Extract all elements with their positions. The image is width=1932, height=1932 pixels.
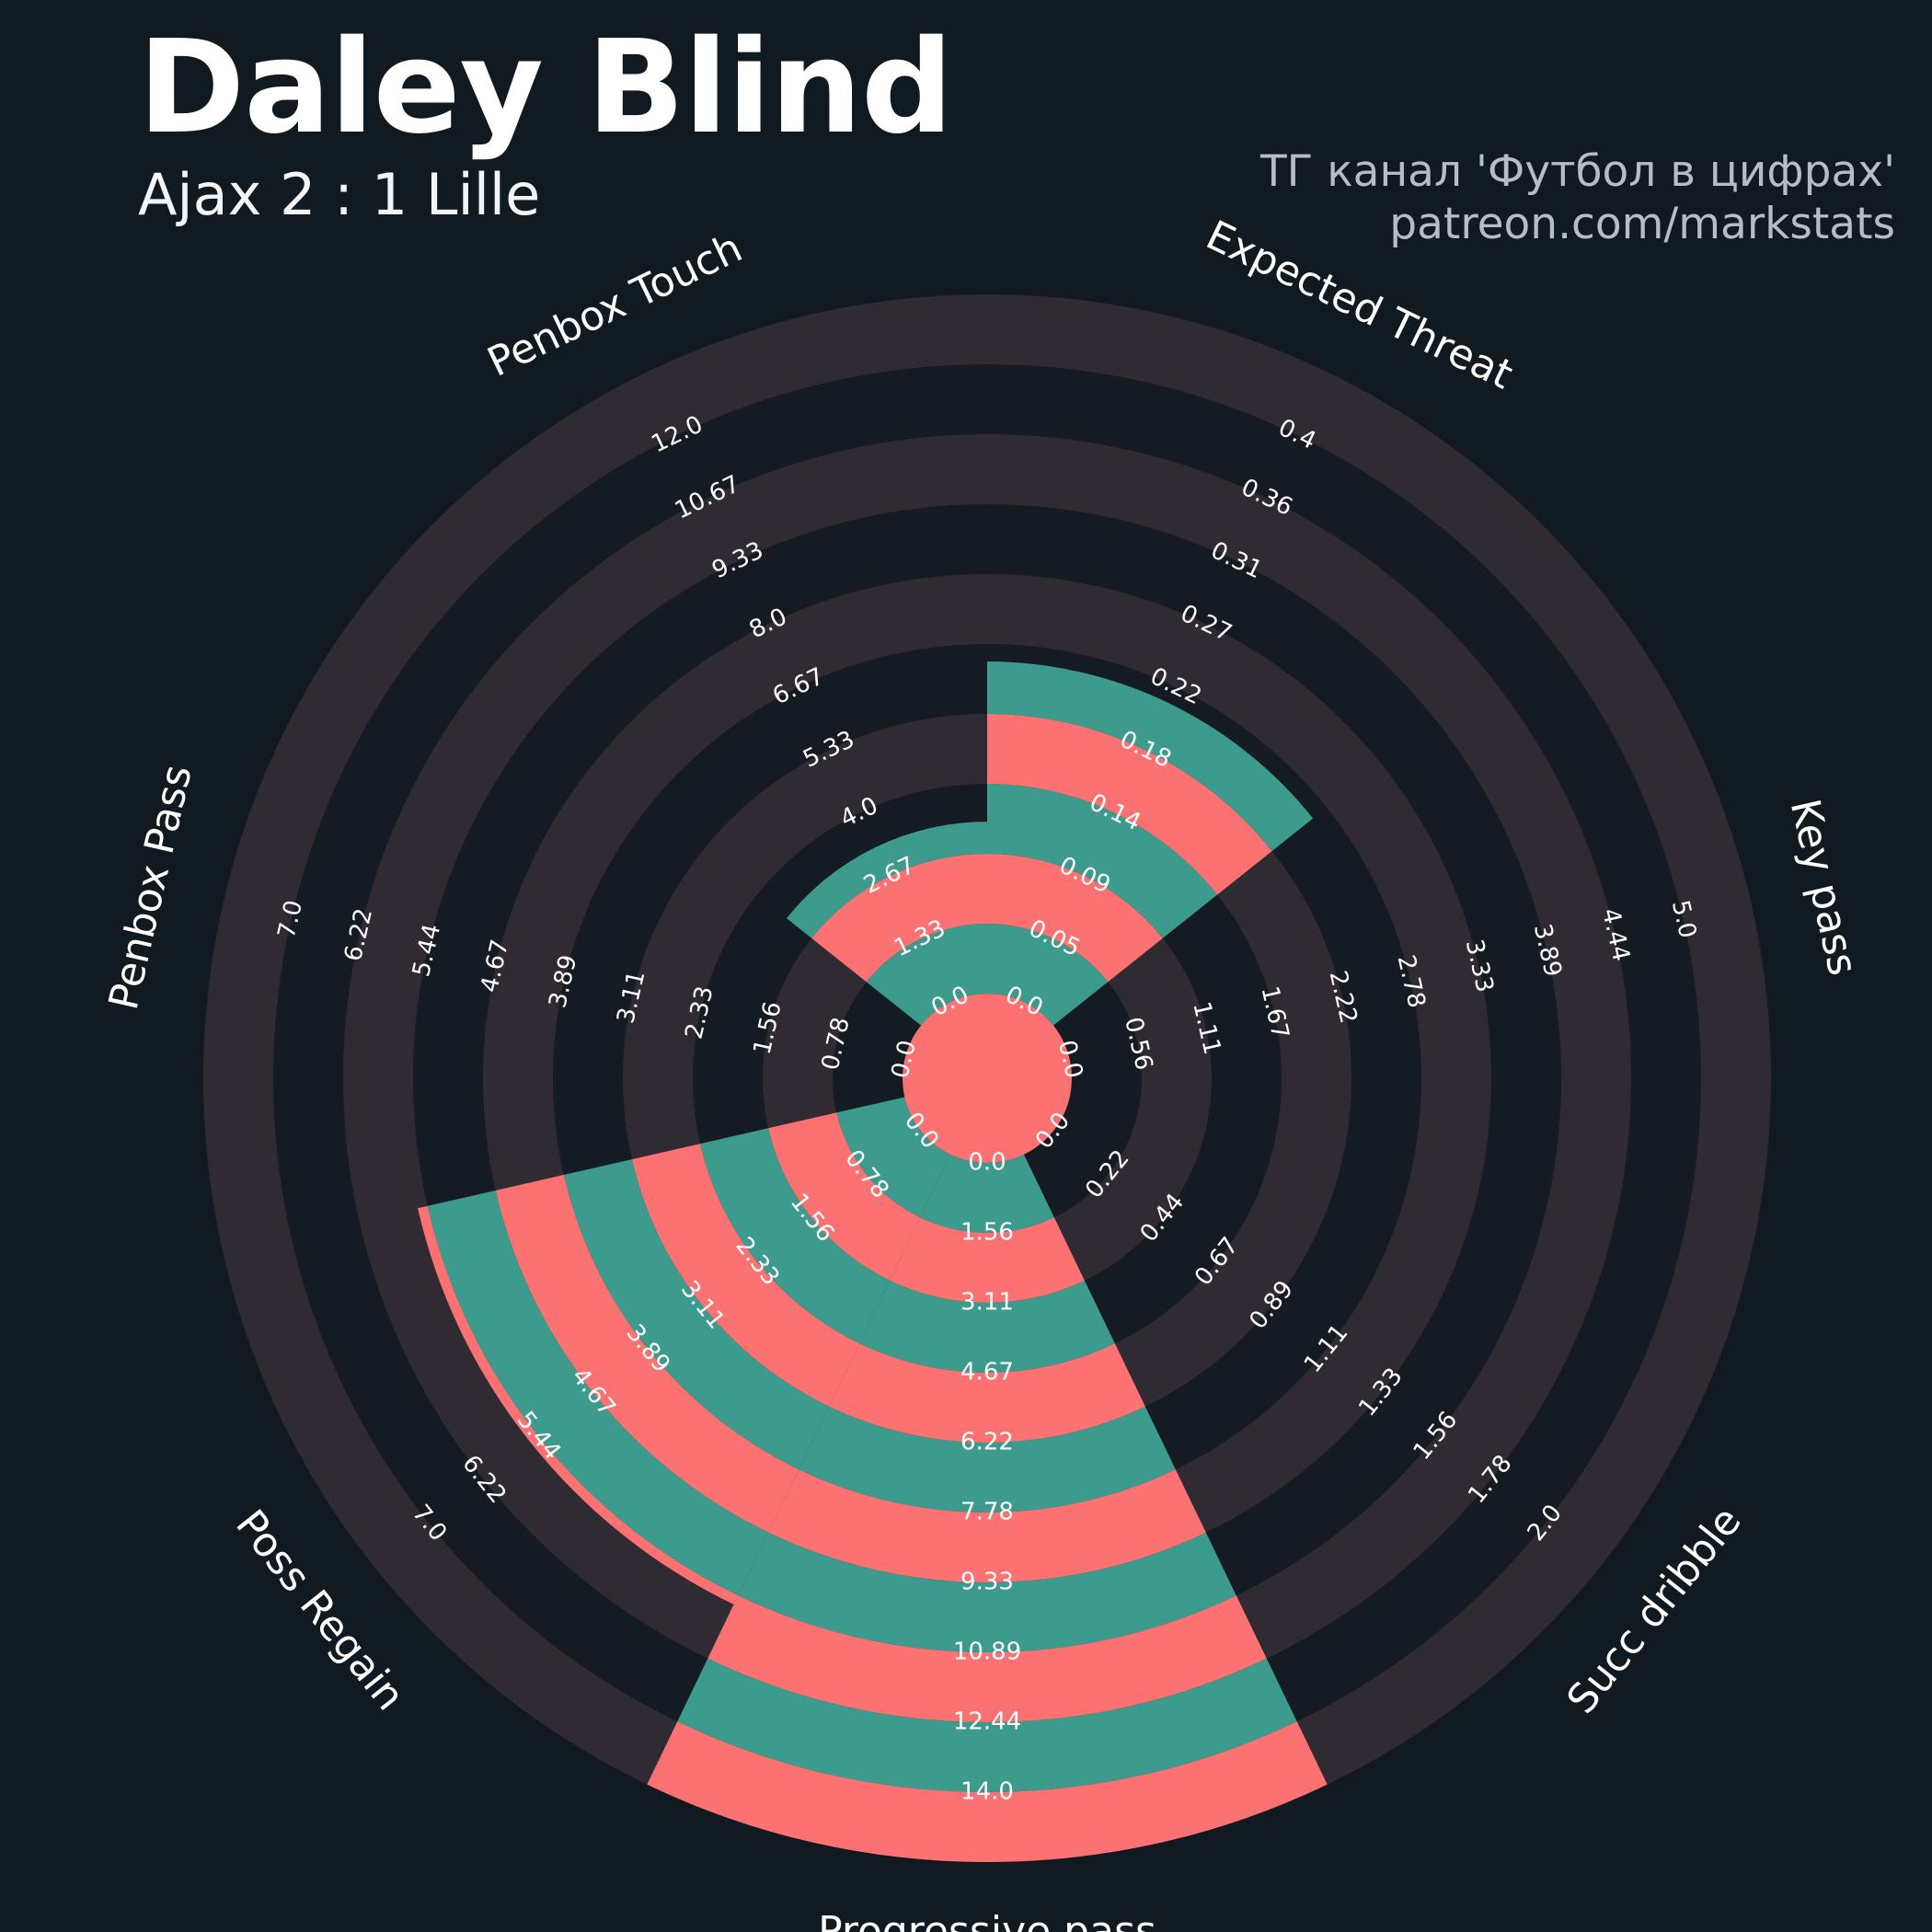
wedge-band <box>786 822 987 938</box>
tick-label: 14.0 <box>960 1778 1014 1806</box>
value-wedges <box>418 661 1328 1862</box>
wedge-band <box>987 854 1163 983</box>
wedge-band <box>987 661 1314 852</box>
center-circle <box>903 994 1072 1163</box>
match-subtitle: Ajax 2 : 1 Lille <box>138 161 541 228</box>
credit-telegram: ТГ канал 'Футбол в цифрах' <box>1259 146 1895 197</box>
axis-label-penbox-pass: Penbox Pass <box>100 761 201 1014</box>
wedge-band <box>738 1532 1236 1652</box>
wedge-band <box>495 1175 799 1533</box>
wedge-band <box>563 1159 830 1470</box>
tick-label: 9.33 <box>960 1569 1014 1596</box>
tick-label: 7.78 <box>960 1499 1014 1526</box>
wedge-band <box>920 1154 1054 1233</box>
tick-label: 4.67 <box>960 1359 1014 1386</box>
wedge-band <box>768 1469 1206 1583</box>
page-title: Daley Blind <box>138 13 953 163</box>
wedge-band <box>829 1343 1145 1443</box>
wedge-band <box>647 1721 1328 1862</box>
credit-block: ТГ канал 'Футбол в цифрах' patreon.com/m… <box>1260 145 1895 251</box>
center-disc <box>903 994 1072 1163</box>
tick-label: 1.56 <box>960 1219 1014 1247</box>
tick-label: 6.22 <box>960 1429 1014 1456</box>
wedge-band <box>811 854 987 983</box>
credit-patreon: patreon.com/markstats <box>1389 199 1895 250</box>
wedge-band <box>700 1128 891 1344</box>
wedge-band <box>677 1658 1297 1792</box>
wedge-band <box>427 1190 769 1596</box>
wedge-band <box>768 1112 921 1281</box>
tick-label: 0.0 <box>968 1149 1006 1177</box>
axis-label-progressive-pass: Progressive pass <box>818 1908 1156 1932</box>
tick-label: 3.11 <box>960 1289 1014 1317</box>
wedge-band <box>987 784 1218 938</box>
tick-label: 10.89 <box>953 1639 1021 1666</box>
wedge-band <box>987 924 1109 1026</box>
wedge-band <box>836 1097 951 1218</box>
wedge-band <box>799 1406 1176 1512</box>
wedge-band <box>859 1280 1115 1373</box>
wedge-band <box>987 714 1272 895</box>
wedge-band <box>707 1595 1267 1722</box>
wedge-band <box>890 1217 1085 1303</box>
wedge-band <box>631 1144 860 1407</box>
axis-label-key-pass: Key pass <box>1781 795 1867 980</box>
tick-label: 12.44 <box>953 1708 1021 1736</box>
wedge-band <box>866 924 987 1026</box>
